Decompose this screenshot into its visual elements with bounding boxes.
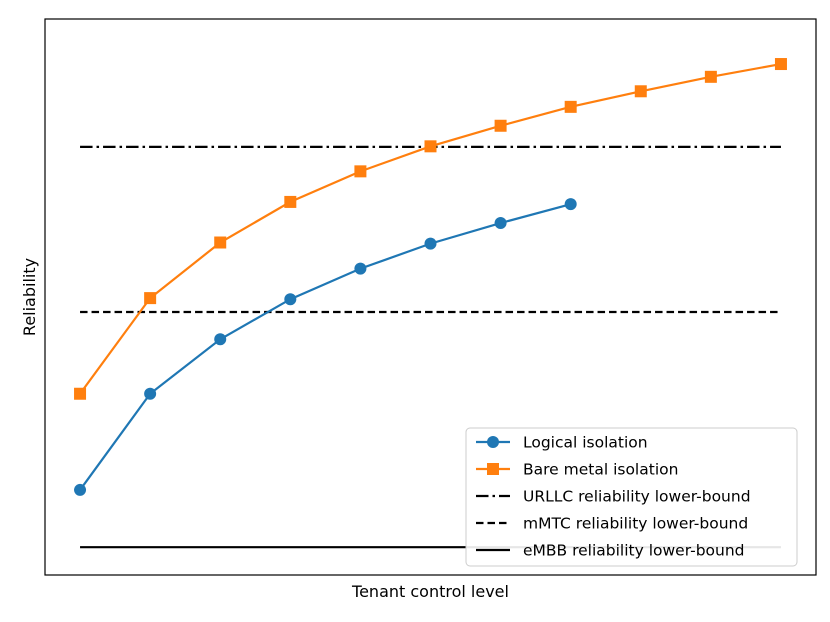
data-point [494, 217, 507, 230]
legend-item-logical-isolation: Logical isolation [476, 434, 648, 452]
legend-label: Bare metal isolation [523, 461, 678, 479]
data-point [284, 293, 297, 306]
data-point [774, 58, 787, 71]
data-point [214, 333, 227, 346]
series-line-logical-isolation [79, 203, 571, 491]
legend-item-mmtc-reliability-lower-bound: mMTC reliability lower-bound [476, 515, 748, 533]
data-point [424, 140, 437, 153]
legend-item-embb-reliability-lower-bound: eMBB reliability lower-bound [476, 542, 745, 560]
data-point [354, 165, 367, 178]
x-axis-label: Tenant control level [351, 582, 509, 601]
data-point [144, 292, 157, 305]
data-point [424, 237, 437, 250]
legend-item-urllc-reliability-lower-bound: URLLC reliability lower-bound [476, 488, 751, 506]
legend-label: URLLC reliability lower-bound [523, 488, 751, 506]
data-point [564, 100, 577, 113]
series-logical-isolation [74, 198, 577, 496]
legend-item-bare-metal-isolation: Bare metal isolation [476, 461, 678, 479]
data-point [564, 198, 577, 211]
plot-area-frame [44, 18, 817, 576]
legend-marker [487, 436, 499, 448]
data-point [144, 387, 157, 400]
y-axis-label: Reliability [20, 258, 39, 336]
legend: Logical isolation Bare metal isolation URL… [465, 427, 798, 567]
data-point [494, 119, 507, 132]
data-point [214, 236, 227, 249]
legend-label: eMBB reliability lower-bound [523, 542, 745, 560]
legend-label: Logical isolation [523, 434, 648, 452]
series-layer [74, 58, 787, 496]
data-point [284, 195, 297, 208]
data-point [74, 387, 87, 400]
data-point [704, 70, 717, 83]
legend-marker [487, 463, 499, 475]
data-point [634, 85, 647, 98]
legend-label: mMTC reliability lower-bound [523, 515, 748, 533]
series-bare-metal-isolation [74, 58, 787, 400]
data-point [354, 262, 367, 275]
legend-box [465, 427, 798, 567]
data-point [74, 483, 87, 496]
